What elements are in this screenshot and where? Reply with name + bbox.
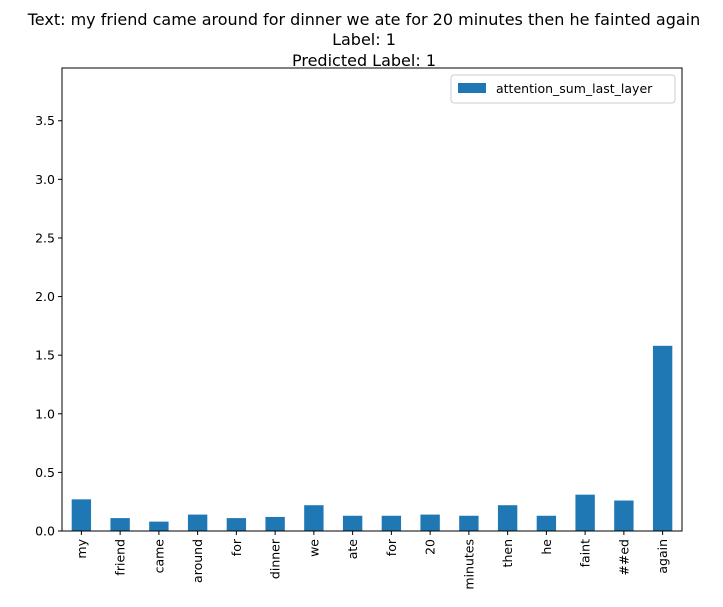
x-axis: my friend came around for dinner we ate for 20 min… [74,531,670,590]
bar-11 [497,505,518,531]
plot-frame [61,67,683,532]
legend-box [450,74,676,104]
x-tick-label-8: for [384,538,399,556]
bar-3 [187,514,208,531]
x-tick-label-2: came [151,539,166,574]
x-tick-label-6: we [306,539,321,557]
y-axis: 0.0 0.5 1.0 1.5 2.0 2.5 3.0 3.5 [35,113,62,539]
bar-4 [226,518,247,531]
y-tick-label-0: 0.0 [35,524,55,539]
bar-6 [304,505,324,531]
y-tick-label-6: 3.0 [35,172,55,187]
x-tick-label-1: friend [113,539,128,576]
bar-7 [342,515,363,531]
x-tick-label-7: ate [345,539,360,560]
title-line-label: Label: 1 [332,30,396,49]
x-tick-label-11: then [500,539,515,567]
bar-0 [71,499,92,531]
bar-12 [536,515,557,531]
bar-9 [420,514,440,531]
y-tick-label-7: 3.5 [35,113,55,128]
y-tick-label-5: 2.5 [35,230,55,245]
x-tick-label-14: ##ed [616,539,631,576]
bar-14 [614,500,634,531]
y-tick-label-4: 2.0 [35,289,55,304]
bar-8 [381,515,402,531]
x-tick-label-5: dinner [268,538,283,579]
legend-label: attention_sum_last_layer [496,81,653,96]
x-tick-label-13: faint [578,539,593,567]
x-tick-label-9: 20 [423,539,438,555]
bar-10 [459,515,479,531]
bar-series [71,345,673,531]
legend-swatch [458,83,486,93]
bar-15 [652,345,673,531]
title-line-predicted: Predicted Label: 1 [292,51,436,70]
x-tick-label-12: he [539,539,554,555]
y-tick-label-2: 1.0 [35,406,55,421]
bar-5 [265,516,285,531]
x-tick-label-0: my [74,538,89,558]
chart-title: Text: my friend came around for dinner w… [27,10,701,70]
bar-2 [149,521,169,531]
title-line-text: Text: my friend came around for dinner w… [27,10,701,29]
x-tick-label-3: around [190,539,205,583]
bar-13 [575,494,595,531]
bar-1 [110,518,130,531]
x-tick-label-4: for [229,538,244,556]
x-tick-label-15: again [655,539,670,574]
x-tick-label-10: minutes [461,539,476,590]
legend: attention_sum_last_layer [450,74,676,104]
y-tick-label-1: 0.5 [35,465,55,480]
y-tick-label-3: 1.5 [35,348,55,363]
